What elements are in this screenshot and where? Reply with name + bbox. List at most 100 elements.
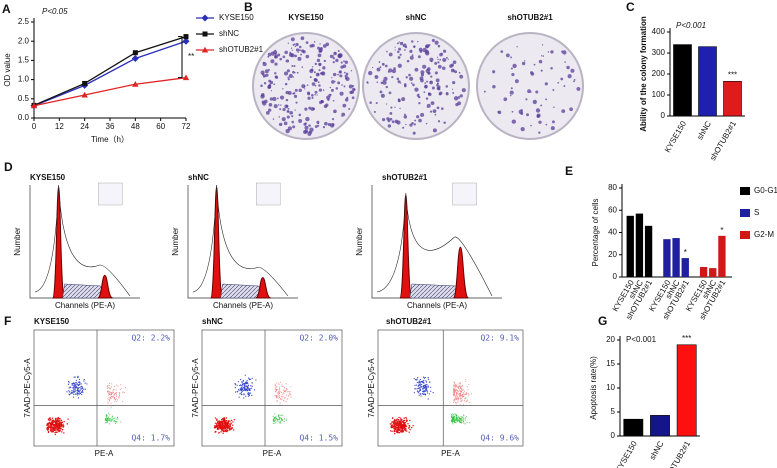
event	[393, 424, 396, 426]
event	[286, 391, 288, 393]
event	[396, 431, 398, 434]
colony	[525, 98, 528, 101]
event	[71, 389, 73, 392]
event	[468, 395, 470, 397]
colony	[331, 80, 335, 84]
event	[237, 381, 239, 383]
event	[454, 413, 456, 415]
event	[417, 388, 419, 390]
colony	[275, 55, 277, 57]
event	[460, 421, 462, 423]
colony	[450, 63, 455, 67]
event	[425, 381, 428, 383]
event	[241, 382, 243, 384]
event	[425, 384, 427, 386]
event	[107, 401, 109, 403]
event	[458, 393, 460, 395]
event	[222, 426, 225, 428]
event	[223, 430, 225, 433]
event	[110, 395, 112, 397]
event	[230, 422, 232, 424]
event	[458, 419, 460, 421]
event	[393, 420, 395, 422]
event	[108, 385, 110, 387]
histogram-axes	[187, 185, 298, 299]
colony	[453, 96, 459, 101]
event	[243, 387, 246, 389]
event	[108, 392, 110, 394]
event	[227, 425, 230, 427]
colony	[270, 90, 273, 92]
event	[464, 392, 466, 394]
event	[120, 421, 122, 423]
event	[221, 427, 224, 430]
colony	[409, 123, 413, 127]
event	[423, 391, 425, 393]
event	[112, 390, 114, 392]
colony	[500, 50, 504, 53]
point	[182, 37, 190, 45]
event	[274, 388, 276, 390]
event	[120, 384, 122, 386]
event	[464, 398, 466, 400]
colony	[560, 77, 564, 81]
colony	[316, 73, 320, 76]
g1-peak	[399, 194, 413, 299]
event	[282, 418, 284, 420]
event	[452, 420, 454, 422]
event	[232, 429, 235, 431]
event	[454, 414, 456, 416]
event	[277, 396, 279, 398]
colony	[535, 108, 541, 113]
histogram-label: KYSE150	[30, 173, 66, 182]
colony	[405, 123, 407, 126]
event	[274, 383, 276, 385]
event	[423, 377, 425, 379]
event	[61, 431, 63, 433]
event	[66, 423, 68, 425]
event	[455, 414, 457, 416]
s-phase	[62, 283, 106, 299]
event	[454, 415, 456, 417]
event	[454, 398, 456, 400]
y-axis-label: Percentage of cells	[591, 198, 600, 266]
colony	[411, 54, 414, 57]
event	[82, 391, 84, 393]
event	[278, 390, 280, 392]
event	[112, 394, 114, 396]
event	[119, 392, 121, 394]
event	[423, 376, 425, 378]
plate-label: shOTUB2#1	[507, 13, 553, 22]
event	[455, 397, 457, 399]
x-tick-label: 48	[131, 122, 140, 131]
colony	[313, 41, 316, 43]
event	[280, 422, 282, 424]
event	[456, 395, 458, 397]
event	[47, 427, 50, 430]
legend-label: shNC	[219, 29, 239, 38]
event	[57, 419, 59, 421]
event	[81, 389, 84, 391]
event	[110, 388, 112, 390]
colony	[379, 90, 383, 94]
event	[419, 392, 421, 395]
event	[454, 421, 456, 423]
colony	[394, 106, 396, 108]
event	[245, 388, 248, 390]
event	[58, 430, 60, 433]
colony	[287, 107, 290, 110]
event	[225, 420, 228, 422]
event	[60, 424, 62, 427]
event	[74, 385, 76, 387]
event	[273, 420, 275, 422]
event	[416, 379, 418, 381]
event	[60, 427, 62, 430]
event	[58, 423, 61, 426]
event	[461, 394, 463, 396]
colony	[268, 79, 272, 83]
event	[109, 420, 111, 422]
event	[455, 394, 457, 396]
event	[457, 391, 459, 393]
event	[84, 388, 86, 390]
event	[229, 424, 231, 427]
